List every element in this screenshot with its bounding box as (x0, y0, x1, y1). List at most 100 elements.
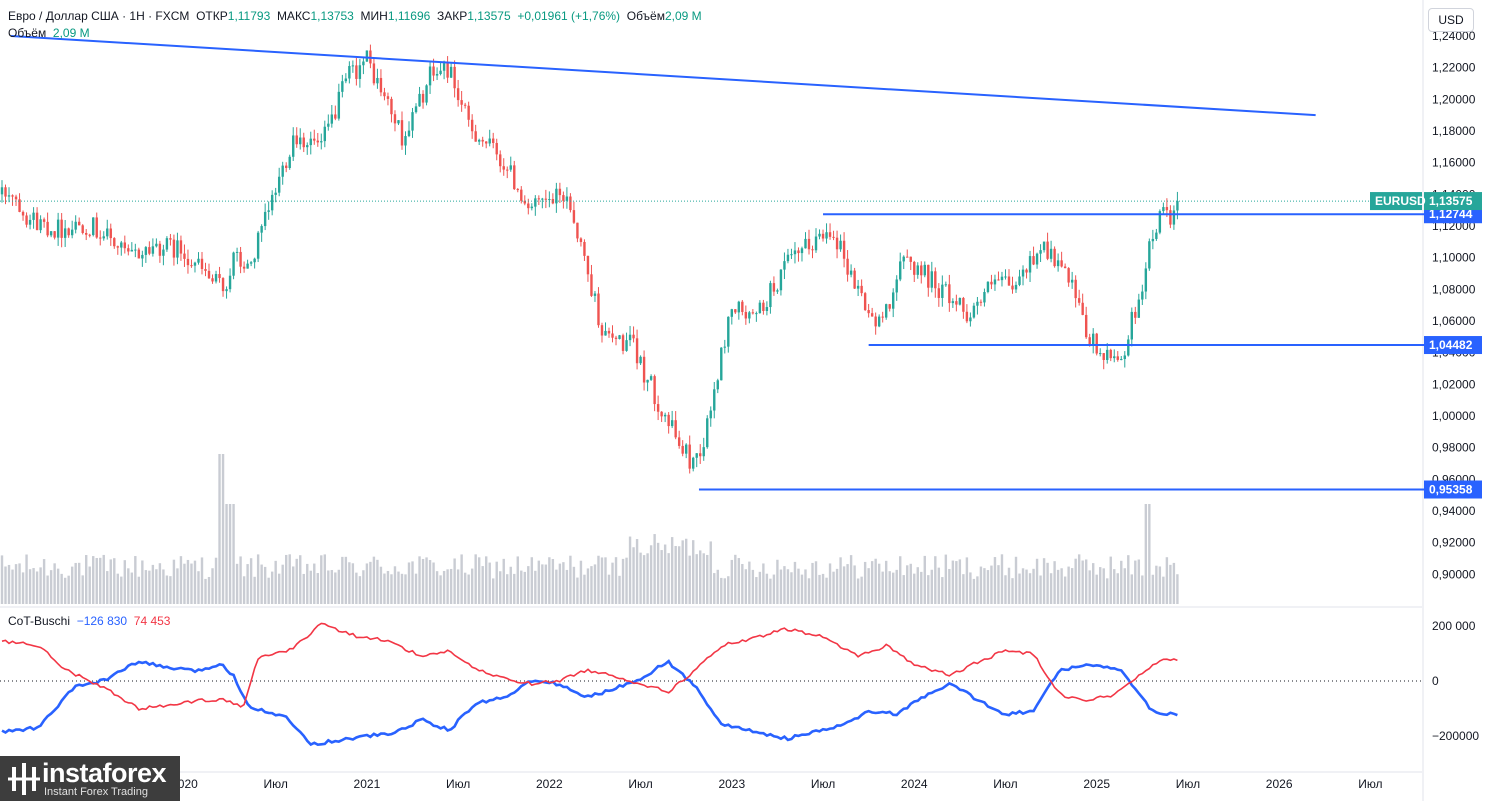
volume-bar (358, 576, 362, 604)
candle-body (842, 240, 846, 259)
volume-bar (330, 570, 334, 604)
candle-body (0, 187, 4, 195)
candle-body (983, 291, 986, 303)
candle-body (699, 453, 702, 457)
volume-bar (67, 575, 70, 604)
candle-body (1155, 232, 1158, 239)
volume-bar (348, 562, 351, 604)
volume-bar (190, 563, 193, 604)
candle-body (1081, 302, 1084, 315)
candle-body (211, 278, 214, 282)
volume-bar (207, 576, 211, 604)
volume-bar (699, 550, 702, 604)
candle-body (783, 261, 786, 270)
volume-bar (484, 556, 488, 604)
candle-body (1039, 250, 1042, 254)
volume-bar (544, 564, 548, 604)
volume-bar (218, 454, 221, 604)
candle-body (765, 307, 769, 311)
volume-bar (513, 573, 516, 604)
volume-bar (1109, 556, 1112, 604)
volume-bar (432, 562, 435, 604)
volume-bar (292, 566, 295, 604)
candle-body (400, 120, 404, 146)
volume-bar (28, 569, 32, 604)
volume-bar (618, 575, 621, 604)
candle-body (979, 301, 983, 303)
volume-bar (1067, 566, 1070, 604)
volume-bar (495, 561, 498, 604)
candle-body (70, 229, 74, 236)
candle-body (1053, 248, 1056, 267)
volume-bar (502, 558, 505, 604)
candle-body (285, 165, 288, 168)
volume-bar (997, 565, 1000, 604)
candle-body (562, 195, 565, 201)
candle-body (790, 254, 793, 256)
volume-bar (677, 546, 681, 604)
volume-bars (0, 454, 1179, 604)
volume-bar (1074, 558, 1077, 604)
volume-bar (49, 570, 53, 604)
candle-body (846, 258, 849, 275)
volume-bar (214, 557, 218, 604)
volume-bar (1172, 562, 1176, 604)
candle-body (688, 444, 691, 469)
candle-body (863, 293, 867, 311)
volume-bar (870, 561, 874, 604)
volume-bar (1039, 575, 1042, 604)
volume-bar (1025, 569, 1028, 604)
volume-bar (1053, 561, 1056, 604)
candle-body (60, 219, 63, 238)
volume-bar (355, 572, 358, 604)
volume-bar (288, 554, 291, 604)
volume-bar (828, 563, 832, 604)
cot-blue-line (1, 659, 1178, 747)
volume-bar (1141, 575, 1144, 604)
volume-bar (400, 573, 404, 604)
volume-bar (344, 556, 348, 604)
volume-bar (99, 557, 102, 604)
indicator-value-blue: −126 830 (76, 614, 128, 628)
volume-bar (888, 571, 891, 604)
volume-bar (369, 561, 372, 604)
candle-body (158, 243, 162, 256)
volume-bar (895, 569, 898, 604)
volume-bar (46, 575, 49, 604)
currency-button[interactable]: USD (1428, 8, 1474, 32)
candle-body (839, 240, 842, 250)
candle-body (804, 238, 807, 249)
volume-bar (853, 565, 856, 604)
candle-body (306, 145, 309, 148)
candle-body (53, 231, 56, 238)
candle-body (1127, 339, 1130, 356)
volume-bar (818, 574, 821, 604)
candle-body (204, 268, 207, 271)
candle-body (972, 305, 976, 318)
time-tick-label: 2022 (536, 777, 563, 791)
candle-body (120, 242, 123, 248)
candle-body (534, 198, 537, 207)
candle-body (63, 228, 67, 238)
candle-body (1007, 276, 1011, 286)
close-label: ЗАКР (437, 9, 468, 23)
candle-body (7, 195, 11, 197)
candle-body (684, 444, 688, 454)
candle-body (1021, 269, 1025, 277)
candle-body (618, 335, 621, 339)
candle-body (1035, 253, 1039, 265)
candle-body (421, 93, 425, 103)
volume-bar (663, 544, 667, 604)
volume-bar (63, 577, 67, 604)
candle-body (751, 312, 755, 314)
volume-bar (979, 566, 983, 604)
volume-bar (614, 557, 618, 604)
volume-bar (713, 573, 716, 604)
candle-body (653, 376, 656, 405)
candle-body (197, 258, 200, 263)
candle-body (832, 236, 835, 238)
volume-bar (772, 574, 776, 604)
volume-bar (832, 571, 835, 604)
